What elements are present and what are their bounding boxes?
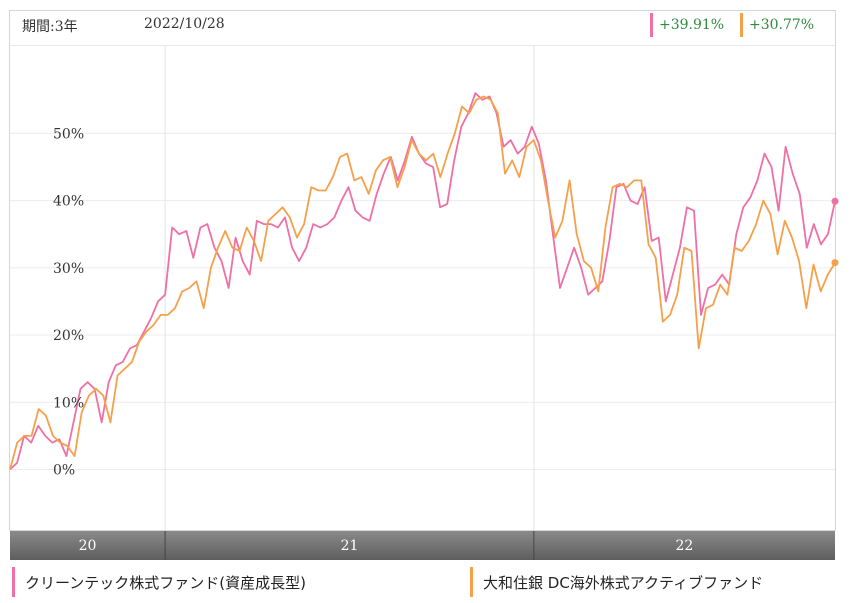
performance-badge-1: +39.91% <box>650 12 724 38</box>
series-end-point-2 <box>831 259 839 267</box>
legend-marker-1 <box>12 567 15 597</box>
plot-frame <box>9 10 836 531</box>
y-tick-label: 30% <box>53 261 84 277</box>
grid-lines <box>10 46 835 530</box>
series-line-1 <box>9 92 836 471</box>
series-line-2 <box>9 95 836 470</box>
legend-label-1: クリーンテック株式ファンド(資産成長型) <box>25 573 306 592</box>
x-period-band: 20 21 22 <box>10 531 835 560</box>
y-tick-label: 50% <box>53 126 84 142</box>
x-period-label: 21 <box>341 538 359 554</box>
series-end-point-1 <box>831 197 839 205</box>
x-period-label: 22 <box>676 538 694 554</box>
series-lines <box>9 92 839 471</box>
y-tick-label: 20% <box>53 328 84 344</box>
y-tick-label: 0% <box>53 463 75 479</box>
performance-badge-2: +30.77% <box>740 12 814 38</box>
legend-marker-2 <box>470 567 473 597</box>
performance-value-2: +30.77% <box>749 17 815 33</box>
x-axis-band <box>10 531 835 560</box>
performance-marker-2 <box>740 13 743 37</box>
performance-value-1: +39.91% <box>659 17 725 33</box>
x-period-label: 20 <box>79 538 97 554</box>
legend-item-2[interactable]: 大和住銀 DC海外株式アクティブファンド <box>470 566 763 598</box>
period-label: 期間:3年 <box>22 19 78 35</box>
legend-item-1[interactable]: クリーンテック株式ファンド(資産成長型) <box>12 566 306 598</box>
y-tick-label: 40% <box>53 194 84 210</box>
legend-label-2: 大和住銀 DC海外株式アクティブファンド <box>483 573 764 592</box>
date-label: 2022/10/28 <box>144 16 225 32</box>
y-tick-label: 10% <box>53 395 84 411</box>
performance-marker-1 <box>650 13 653 37</box>
y-tick-labels: 0% 10% 20% 30% 40% 50% <box>53 126 84 478</box>
